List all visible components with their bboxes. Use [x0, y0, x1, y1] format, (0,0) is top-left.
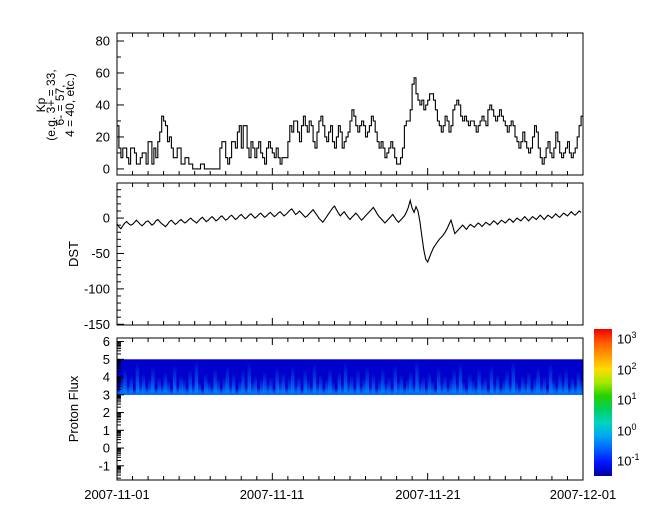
kp-index-line	[117, 77, 583, 170]
proton-flux-y-tick-labels: -1 0 1 2 3 4 5 6	[98, 334, 110, 473]
svg-text:40: 40	[96, 97, 110, 112]
svg-text:80: 80	[96, 33, 110, 48]
colorbar-tick-label: 100	[617, 421, 637, 438]
colorbar-tick-label: 10-1	[617, 452, 640, 469]
svg-text:20: 20	[96, 129, 110, 144]
colorbar-gradient	[594, 329, 612, 476]
x-tick-label-nov21: 2007-11-21	[395, 487, 461, 502]
svg-text:1: 1	[103, 423, 110, 438]
dst-y-axis-title: DST	[66, 241, 81, 267]
svg-text:60: 60	[96, 65, 110, 80]
proton-spectrogram	[117, 359, 584, 395]
svg-text:0: 0	[103, 211, 110, 226]
svg-text:-100: -100	[84, 281, 110, 296]
svg-text:6: 6	[103, 334, 110, 349]
svg-text:0: 0	[103, 161, 110, 176]
dst-index-y-tick-labels: 0 -50 -100 -150	[84, 211, 110, 332]
kp-y-axis-title-line: 4 = 40, etc.)	[62, 73, 77, 137]
kp-y-axis-title: Kp (e.g. 3+ = 33, 6- = 57, 4 = 40, etc.)	[34, 34, 77, 176]
kp-index-panel: 0 20 40 60 80	[96, 32, 584, 176]
x-tick-label-nov11: 2007-11-11	[239, 487, 305, 502]
colorbar-tick-label: 103	[617, 330, 637, 347]
svg-text:-50: -50	[91, 246, 110, 261]
svg-text:-1: -1	[98, 458, 110, 473]
svg-text:4: 4	[103, 370, 110, 385]
colorbar-tick-label: 102	[617, 360, 637, 377]
svg-text:3: 3	[103, 387, 110, 402]
svg-text:5: 5	[103, 352, 110, 367]
svg-text:0: 0	[103, 441, 110, 456]
dst-index-panel: 0 -50 -100 -150	[84, 182, 584, 332]
proton-flux-panel: -1 0 1 2 3 4 5 6	[98, 334, 584, 481]
dst-index-line	[116, 198, 582, 264]
svg-text:-150: -150	[84, 317, 110, 332]
kp-index-y-tick-labels: 0 20 40 60 80	[96, 33, 110, 176]
colorbar-tick-label: 101	[617, 391, 637, 408]
x-tick-label-nov01: 2007-11-01	[84, 487, 150, 502]
x-tick-label-dec01: 2007-12-01	[549, 487, 617, 502]
proton-flux-y-axis-title: Proton Flux	[66, 375, 81, 443]
svg-text:2: 2	[103, 405, 110, 420]
